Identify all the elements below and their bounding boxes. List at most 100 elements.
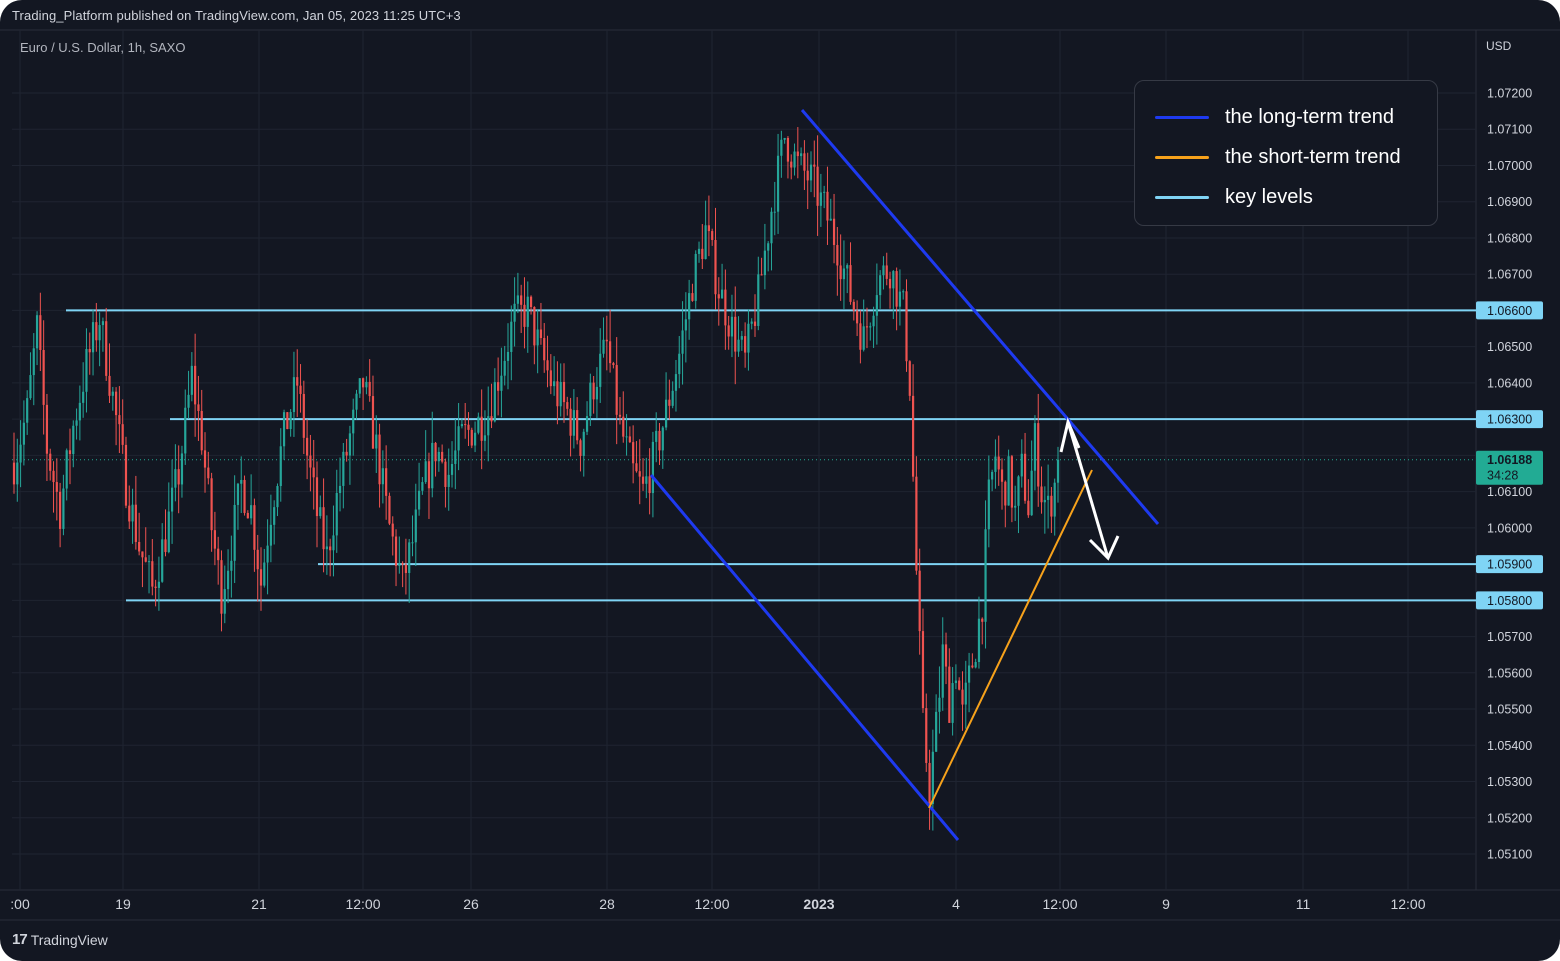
y-tick-label: 1.05400 xyxy=(1487,739,1532,753)
candle-body xyxy=(753,321,757,326)
candle-body xyxy=(556,381,559,407)
candle-body xyxy=(974,662,977,668)
candle-body xyxy=(1037,423,1040,487)
candle-body xyxy=(276,486,279,508)
candle-body xyxy=(664,399,668,428)
candle-body xyxy=(516,295,519,304)
symbol-title[interactable]: Euro / U.S. Dollar, 1h, SAXO xyxy=(20,40,186,55)
candle-body xyxy=(1000,469,1004,482)
candle-body xyxy=(918,570,921,632)
candle-body xyxy=(302,393,305,438)
candle-body xyxy=(450,463,454,475)
candle-body xyxy=(688,293,691,320)
candle-body xyxy=(849,265,852,302)
candle-body xyxy=(329,546,332,551)
candle-body xyxy=(101,321,105,326)
candle-body xyxy=(888,278,892,289)
candle-body xyxy=(309,455,312,468)
candle-body xyxy=(520,295,523,305)
candle-body xyxy=(661,427,664,451)
candle-body xyxy=(29,375,32,399)
legend-swatch xyxy=(1155,115,1209,119)
candle-body xyxy=(549,370,552,387)
candle-body xyxy=(72,425,75,455)
candle-body xyxy=(925,708,928,763)
y-tick-label: 1.05700 xyxy=(1487,630,1532,644)
candle-body xyxy=(240,479,243,484)
candle-body xyxy=(45,404,49,454)
candle-body xyxy=(144,557,147,562)
candle-body xyxy=(12,462,16,485)
candle-body xyxy=(473,432,477,446)
candle-body xyxy=(151,561,154,587)
candle-body xyxy=(694,253,697,301)
candle-body xyxy=(65,450,68,489)
candle-body xyxy=(460,424,463,427)
candle-body xyxy=(434,442,437,462)
legend-label: the long-term trend xyxy=(1225,105,1394,128)
candle-body xyxy=(273,507,276,525)
candle-body xyxy=(82,391,85,403)
candle-body xyxy=(961,689,964,705)
candle-body xyxy=(1007,456,1010,506)
candle-body xyxy=(938,697,941,712)
legend-label: key levels xyxy=(1225,185,1313,208)
legend-swatch xyxy=(1155,155,1209,159)
candle-body xyxy=(378,434,381,485)
y-tick-label: 1.06400 xyxy=(1487,376,1532,390)
candle-body xyxy=(576,410,579,441)
candle-body xyxy=(375,434,378,449)
candle-body xyxy=(602,339,605,354)
candle-body xyxy=(816,166,819,206)
candle-body xyxy=(315,477,319,517)
tradingview-logo[interactable]: 17 TradingView xyxy=(12,931,108,948)
candle-body xyxy=(526,296,529,327)
candle-body xyxy=(786,137,790,162)
candle-body xyxy=(180,453,184,485)
candle-body xyxy=(118,415,121,425)
x-tick-label: 12:00 xyxy=(1390,896,1425,912)
candle-body xyxy=(131,504,134,522)
candle-body xyxy=(1040,486,1043,503)
trend-lines xyxy=(649,109,1160,841)
candle-body xyxy=(233,504,236,561)
currency-label: USD xyxy=(1486,39,1512,53)
published-caption: Trading_Platform published on TradingVie… xyxy=(12,8,461,23)
candle-body xyxy=(26,398,29,423)
x-tick-label: 12:00 xyxy=(345,896,380,912)
candle-body xyxy=(282,412,286,447)
candle-body xyxy=(826,191,829,221)
candle-body xyxy=(628,436,631,443)
candle-body xyxy=(164,539,167,553)
candle-body xyxy=(200,410,203,451)
candle-body xyxy=(651,441,655,494)
candle-body xyxy=(958,680,961,690)
candle-body xyxy=(421,482,424,491)
candle-body xyxy=(908,361,911,396)
candle-body xyxy=(98,325,101,341)
candle-body xyxy=(312,467,315,478)
candle-body xyxy=(1033,423,1037,471)
current-price-label: 1.06188 xyxy=(1487,453,1532,467)
candle-body xyxy=(454,450,457,464)
y-tick-label: 1.05600 xyxy=(1487,666,1532,680)
y-tick-label: 1.05500 xyxy=(1487,703,1532,717)
candle-body xyxy=(361,378,365,388)
candle-body xyxy=(1020,453,1023,477)
candle-body xyxy=(243,479,246,513)
candle-body xyxy=(266,545,269,563)
candle-body xyxy=(882,265,885,276)
candle-body xyxy=(210,478,213,531)
candle-body xyxy=(62,488,65,529)
candle-body xyxy=(809,164,813,181)
candle-body xyxy=(338,485,342,493)
candle-body xyxy=(529,296,533,308)
long-term-trend-line xyxy=(800,109,1160,525)
candle-body xyxy=(404,564,408,573)
candle-body xyxy=(223,589,226,614)
candles xyxy=(12,127,1060,831)
candle-body xyxy=(1027,500,1030,516)
y-tick-label: 1.07200 xyxy=(1487,87,1532,101)
key-level-badge-label: 1.06600 xyxy=(1487,304,1532,318)
